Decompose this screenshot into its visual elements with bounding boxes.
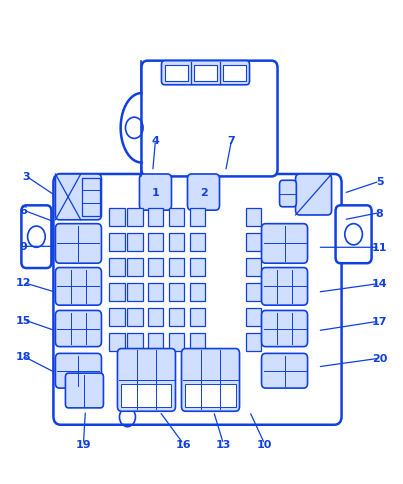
FancyBboxPatch shape xyxy=(117,349,175,411)
Bar xyxy=(190,308,205,327)
FancyBboxPatch shape xyxy=(162,61,249,86)
Text: 20: 20 xyxy=(372,353,387,363)
Text: 9: 9 xyxy=(19,242,27,252)
Text: 13: 13 xyxy=(216,439,231,449)
FancyBboxPatch shape xyxy=(262,224,307,264)
Text: 8: 8 xyxy=(376,208,384,218)
Bar xyxy=(148,258,164,277)
FancyBboxPatch shape xyxy=(141,61,278,177)
Bar xyxy=(148,333,164,352)
Bar xyxy=(245,208,261,227)
Text: 18: 18 xyxy=(16,351,31,362)
Text: 19: 19 xyxy=(76,439,91,449)
Bar xyxy=(190,333,205,352)
FancyBboxPatch shape xyxy=(262,354,307,388)
FancyBboxPatch shape xyxy=(336,206,372,264)
FancyBboxPatch shape xyxy=(56,224,102,264)
Text: 15: 15 xyxy=(16,315,31,325)
Bar xyxy=(185,384,235,408)
Text: 6: 6 xyxy=(19,206,27,216)
FancyBboxPatch shape xyxy=(56,311,102,347)
Bar xyxy=(245,258,261,277)
FancyBboxPatch shape xyxy=(295,175,332,215)
Text: 14: 14 xyxy=(372,279,387,289)
Bar xyxy=(110,284,125,302)
Bar xyxy=(245,284,261,302)
FancyBboxPatch shape xyxy=(187,175,220,211)
Bar xyxy=(148,284,164,302)
Text: 2: 2 xyxy=(199,188,208,197)
Bar xyxy=(148,308,164,327)
Bar xyxy=(110,258,125,277)
FancyBboxPatch shape xyxy=(56,175,102,220)
Bar xyxy=(169,333,184,352)
Bar xyxy=(148,208,164,227)
Text: 5: 5 xyxy=(376,177,383,187)
FancyBboxPatch shape xyxy=(262,311,307,347)
Bar xyxy=(169,258,184,277)
Bar xyxy=(245,233,261,252)
FancyBboxPatch shape xyxy=(139,175,172,211)
Text: 1: 1 xyxy=(152,188,159,197)
FancyBboxPatch shape xyxy=(56,268,102,305)
Text: 3: 3 xyxy=(23,172,30,182)
Bar xyxy=(82,178,100,217)
Text: 10: 10 xyxy=(257,439,272,449)
Bar xyxy=(169,308,184,327)
Bar xyxy=(245,333,261,352)
Bar xyxy=(194,65,217,82)
Bar xyxy=(127,308,143,327)
Text: 12: 12 xyxy=(16,278,31,288)
Bar xyxy=(148,233,164,252)
Bar xyxy=(190,233,205,252)
Bar xyxy=(110,233,125,252)
Text: 4: 4 xyxy=(152,136,160,146)
Bar xyxy=(190,208,205,227)
Text: 16: 16 xyxy=(176,439,191,449)
Bar xyxy=(245,308,261,327)
FancyBboxPatch shape xyxy=(65,373,104,408)
Bar xyxy=(127,258,143,277)
Bar xyxy=(110,308,125,327)
Text: 17: 17 xyxy=(372,317,387,326)
Bar xyxy=(127,284,143,302)
Bar xyxy=(110,333,125,352)
Bar xyxy=(127,208,143,227)
FancyBboxPatch shape xyxy=(21,206,52,269)
Bar xyxy=(169,233,184,252)
Bar xyxy=(190,258,205,277)
FancyBboxPatch shape xyxy=(54,175,342,425)
FancyBboxPatch shape xyxy=(280,181,296,207)
FancyBboxPatch shape xyxy=(56,354,102,388)
Bar xyxy=(190,284,205,302)
Bar xyxy=(127,233,143,252)
Bar xyxy=(121,384,172,408)
Bar xyxy=(127,333,143,352)
FancyBboxPatch shape xyxy=(262,268,307,305)
Bar xyxy=(165,65,188,82)
Text: 11: 11 xyxy=(372,243,387,253)
FancyBboxPatch shape xyxy=(181,349,239,411)
Bar xyxy=(110,208,125,227)
Text: 7: 7 xyxy=(228,136,235,146)
Bar xyxy=(169,284,184,302)
Bar xyxy=(169,208,184,227)
Bar xyxy=(223,65,246,82)
